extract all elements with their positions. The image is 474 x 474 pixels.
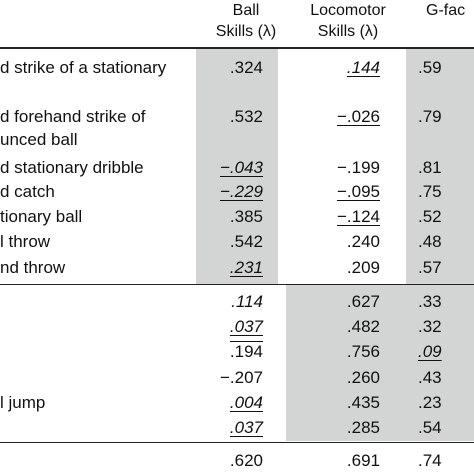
ball-cell: .114 <box>231 292 263 311</box>
row-label: l jump <box>0 393 46 412</box>
gfactor-cell: .43 <box>418 368 442 387</box>
loco-cell: .209 <box>346 258 380 277</box>
ball-cell: .037 <box>229 317 263 336</box>
ball-cell: −.229 <box>219 182 263 201</box>
row-label: tionary ball <box>0 207 83 226</box>
gfactor-cell: .32 <box>418 317 442 336</box>
gfactor-cell: .79 <box>418 107 442 126</box>
ball-cell: .004 <box>229 393 263 412</box>
loco-cell: .144 <box>346 58 380 77</box>
header-g-line2: G-fac <box>426 2 466 19</box>
row-label: d stationary dribble <box>0 158 144 177</box>
gfactor-cell: .09 <box>418 342 442 361</box>
gfactor-cell: .59 <box>418 58 442 77</box>
ball-cell: .037 <box>229 418 263 437</box>
ball-cell: .532 <box>229 107 263 126</box>
loco-cell: .260 <box>346 368 380 387</box>
header-gfactor: G-fac <box>426 0 474 21</box>
loco-cell: .240 <box>346 232 380 251</box>
loco-cell: −.199 <box>336 158 380 177</box>
header-locomotor-skills: Locomotor Skills (λ) <box>292 0 404 42</box>
ball-cell: −.207 <box>219 368 263 387</box>
gfactor-cell: .33 <box>418 292 442 311</box>
row-label: d forehand strike of <box>0 107 146 126</box>
header-ball-skills: Ball Skills (λ) <box>196 0 296 42</box>
ball-cell: .385 <box>229 207 263 226</box>
row-label: d strike of a stationary <box>0 58 167 77</box>
ball-cell: −.043 <box>219 158 263 177</box>
header-rule <box>0 47 474 49</box>
loco-cell: .756 <box>346 342 380 361</box>
ball-cell: .231 <box>229 258 263 277</box>
gfactor-cell: .74 <box>418 451 442 470</box>
ball-skills-shade <box>196 48 278 284</box>
locomotor-shade <box>286 285 474 441</box>
loco-cell: .285 <box>346 418 380 437</box>
header-loco-line1: Locomotor <box>310 2 386 19</box>
row-label: d catch <box>0 182 55 201</box>
ball-cell: .324 <box>229 58 263 77</box>
loco-cell: −.124 <box>336 207 380 226</box>
loco-cell: .435 <box>346 393 380 412</box>
loco-cell: .627 <box>346 292 380 311</box>
gfactor-cell: .57 <box>418 258 442 277</box>
header-ball-line2: Skills (λ) <box>215 23 277 40</box>
gfactor-cell: .23 <box>418 393 442 412</box>
ball-cell: .620 <box>229 451 263 470</box>
ball-cell: .194 <box>229 342 263 361</box>
ball-cell: .542 <box>229 232 263 251</box>
loco-cell: .691 <box>346 451 380 470</box>
section-rule <box>0 284 474 285</box>
gfactor-cell: .48 <box>418 232 442 251</box>
loco-cell: .482 <box>346 317 380 336</box>
header-ball-line1: Ball <box>232 2 260 19</box>
gfactor-cell: .75 <box>418 182 442 201</box>
gfactor-cell: .81 <box>418 158 442 177</box>
row-label: unced ball <box>0 130 78 149</box>
header-loco-line2: Skills (λ) <box>317 23 379 40</box>
gfactor-shade-top <box>406 48 474 284</box>
row-label: l throw <box>0 232 51 251</box>
loco-cell: −.026 <box>336 107 380 126</box>
summary-rule <box>0 442 474 443</box>
loco-cell: −.095 <box>336 182 380 201</box>
row-label: nd throw <box>0 258 66 277</box>
gfactor-cell: .52 <box>418 207 442 226</box>
gfactor-cell: .54 <box>418 418 442 437</box>
